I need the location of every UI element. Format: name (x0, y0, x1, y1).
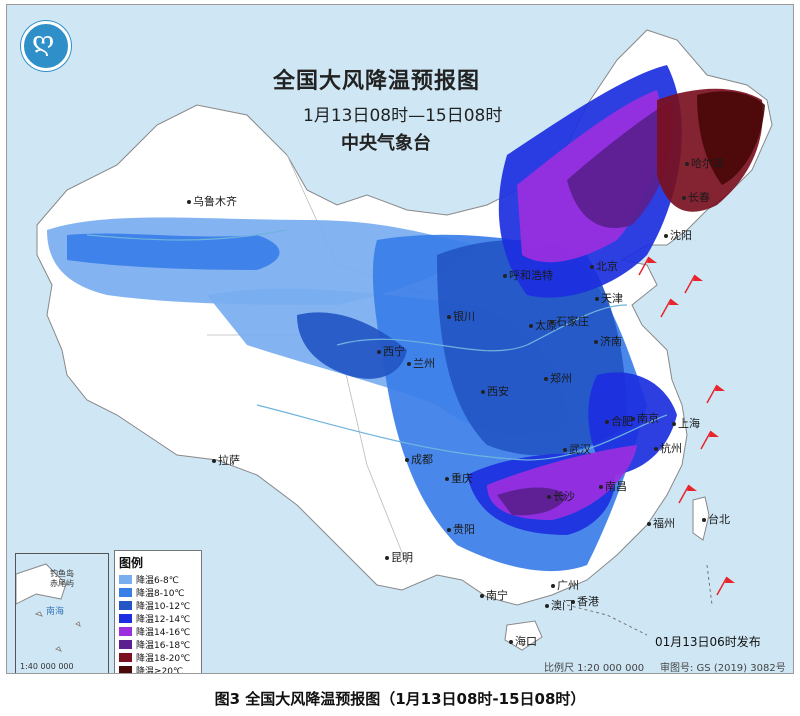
legend-label: 降温6-8℃ (136, 576, 179, 586)
legend-swatch (119, 601, 132, 610)
city-label-nanchang: 南昌 (599, 478, 627, 494)
city-label-chongqing: 重庆 (445, 470, 473, 486)
city-label-nanning: 南宁 (480, 587, 508, 603)
city-label-hongkong: 香港 (571, 593, 599, 609)
legend-item: 降温8-10℃ (119, 586, 201, 599)
city-label-nanjing: 南京 (631, 410, 659, 426)
inset-coast (16, 563, 67, 605)
inset-scale: 1:40 000 000 (20, 662, 74, 671)
wind-flags (638, 256, 735, 596)
city-label-yinchuan: 银川 (447, 308, 475, 324)
city-label-wuhan: 武汉 (563, 441, 591, 457)
city-label-haikou: 海口 (509, 633, 537, 649)
legend-item: 降温18-20℃ (119, 651, 201, 664)
legend-title: 图例 (119, 556, 144, 570)
city-label-kunming: 昆明 (385, 549, 413, 565)
inset-label-diaoyu: 钓鱼岛 (50, 569, 74, 578)
legend-swatch (119, 640, 132, 649)
inset-label-south-sea: 南海 (46, 607, 65, 617)
city-label-changsha: 长沙 (547, 488, 575, 504)
legend-swatch (119, 588, 132, 597)
legend-item: 降温≥20℃ (119, 664, 201, 674)
city-label-fuzhou: 福州 (647, 515, 675, 531)
inset-map (16, 563, 81, 652)
legend-item: 降温16-18℃ (119, 638, 201, 651)
legend-swatch (119, 627, 132, 636)
legend-label: 降温16-18℃ (136, 641, 191, 651)
map-title: 全国大风降温预报图 (273, 69, 481, 94)
city-label-jinan: 济南 (594, 333, 622, 349)
time-range: 1月13日08时—15日08时 (303, 106, 503, 126)
city-label-zhengzhou: 郑州 (544, 370, 572, 386)
figure-caption: 图3 全国大风降温预报图（1月13日08时-15日08时） (214, 690, 586, 708)
cooling-band (67, 233, 280, 270)
wind-flag-icon (678, 484, 697, 504)
map-scale: 比例尺 1:20 000 000 (544, 663, 645, 674)
city-label-chengdu: 成都 (405, 451, 433, 467)
wind-flag-icon (660, 298, 679, 318)
legend-item: 降温14-16℃ (119, 625, 201, 638)
cooling-band (297, 312, 407, 379)
taiwan-island (692, 496, 710, 541)
city-label-guangzhou: 广州 (551, 577, 579, 593)
map-frame: ღ 全国大风降温预报图 1月13日08时—15日08时 中央气象台 乌鲁木齐 哈尔… (6, 4, 794, 674)
wind-flag-icon (716, 576, 735, 596)
legend: 图例 降温6-8℃ 降温8-10℃ 降温10-12℃ 降温12-14℃ 降温14-16℃… (114, 550, 202, 674)
inset-islands (34, 611, 81, 652)
city-label-hefei: 合肥 (605, 413, 633, 429)
issue-time: 01月13日06时发布 (655, 635, 761, 649)
legend-label: 降温12-14℃ (136, 615, 191, 625)
city-label-lanzhou: 兰州 (407, 355, 435, 371)
legend-label: 降温14-16℃ (136, 628, 191, 638)
legend-swatch (119, 666, 132, 673)
cooling-band (567, 100, 674, 228)
wind-flag-icon (700, 430, 719, 450)
city-label-hangzhou: 杭州 (654, 440, 682, 456)
inset-label-chiwei: 赤尾屿 (50, 579, 74, 588)
city-label-tianjin: 天津 (595, 290, 623, 306)
legend-item: 降温10-12℃ (119, 599, 201, 612)
legend-swatch (119, 575, 132, 584)
legend-label: 降温18-20℃ (136, 654, 191, 664)
city-label-xian: 西安 (481, 383, 509, 399)
legend-label: 降温8-10℃ (136, 589, 185, 599)
cooling-band (437, 240, 627, 456)
city-label-shenyang: 沈阳 (664, 227, 692, 243)
city-label-shanghai: 上海 (672, 415, 700, 431)
legend-items: 降温6-8℃ 降温8-10℃ 降温10-12℃ 降温12-14℃ 降温14-16℃ 降温1… (115, 573, 201, 674)
city-label-xining: 西宁 (377, 343, 405, 359)
city-label-harbin: 哈尔滨 (685, 155, 724, 171)
cma-logo-icon: ღ (21, 21, 71, 71)
wind-flag-icon (706, 384, 725, 404)
rivers (86, 229, 668, 461)
legend-item: 降温12-14℃ (119, 612, 201, 625)
agency-name: 中央气象台 (341, 133, 431, 154)
city-label-hohhot: 呼和浩特 (503, 267, 553, 283)
city-label-changchun: 长春 (682, 189, 710, 205)
wind-flag-icon (638, 256, 657, 276)
city-label-urumqi: 乌鲁木齐 (187, 193, 237, 209)
legend-swatch (119, 653, 132, 662)
city-label-taipei: 台北 (702, 511, 730, 527)
city-label-beijing: 北京 (590, 258, 618, 274)
city-label-shijiazhuang: 石家庄 (550, 313, 589, 329)
legend-label: 降温10-12℃ (136, 602, 191, 612)
cooling-bands (47, 65, 765, 572)
city-label-lhasa: 拉萨 (212, 452, 240, 468)
wind-flag-icon (684, 274, 703, 294)
legend-swatch (119, 614, 132, 623)
city-label-guiyang: 贵阳 (447, 521, 475, 537)
review-number: 审图号: GS (2019) 3082号 (660, 663, 786, 674)
legend-label: 降温≥20℃ (136, 667, 184, 674)
legend-item: 降温6-8℃ (119, 573, 201, 586)
city-label-macau: 澳门 (545, 597, 573, 613)
south-china-sea-inset: 钓鱼岛 赤尾屿 南海 1:40 000 000 (15, 553, 109, 673)
